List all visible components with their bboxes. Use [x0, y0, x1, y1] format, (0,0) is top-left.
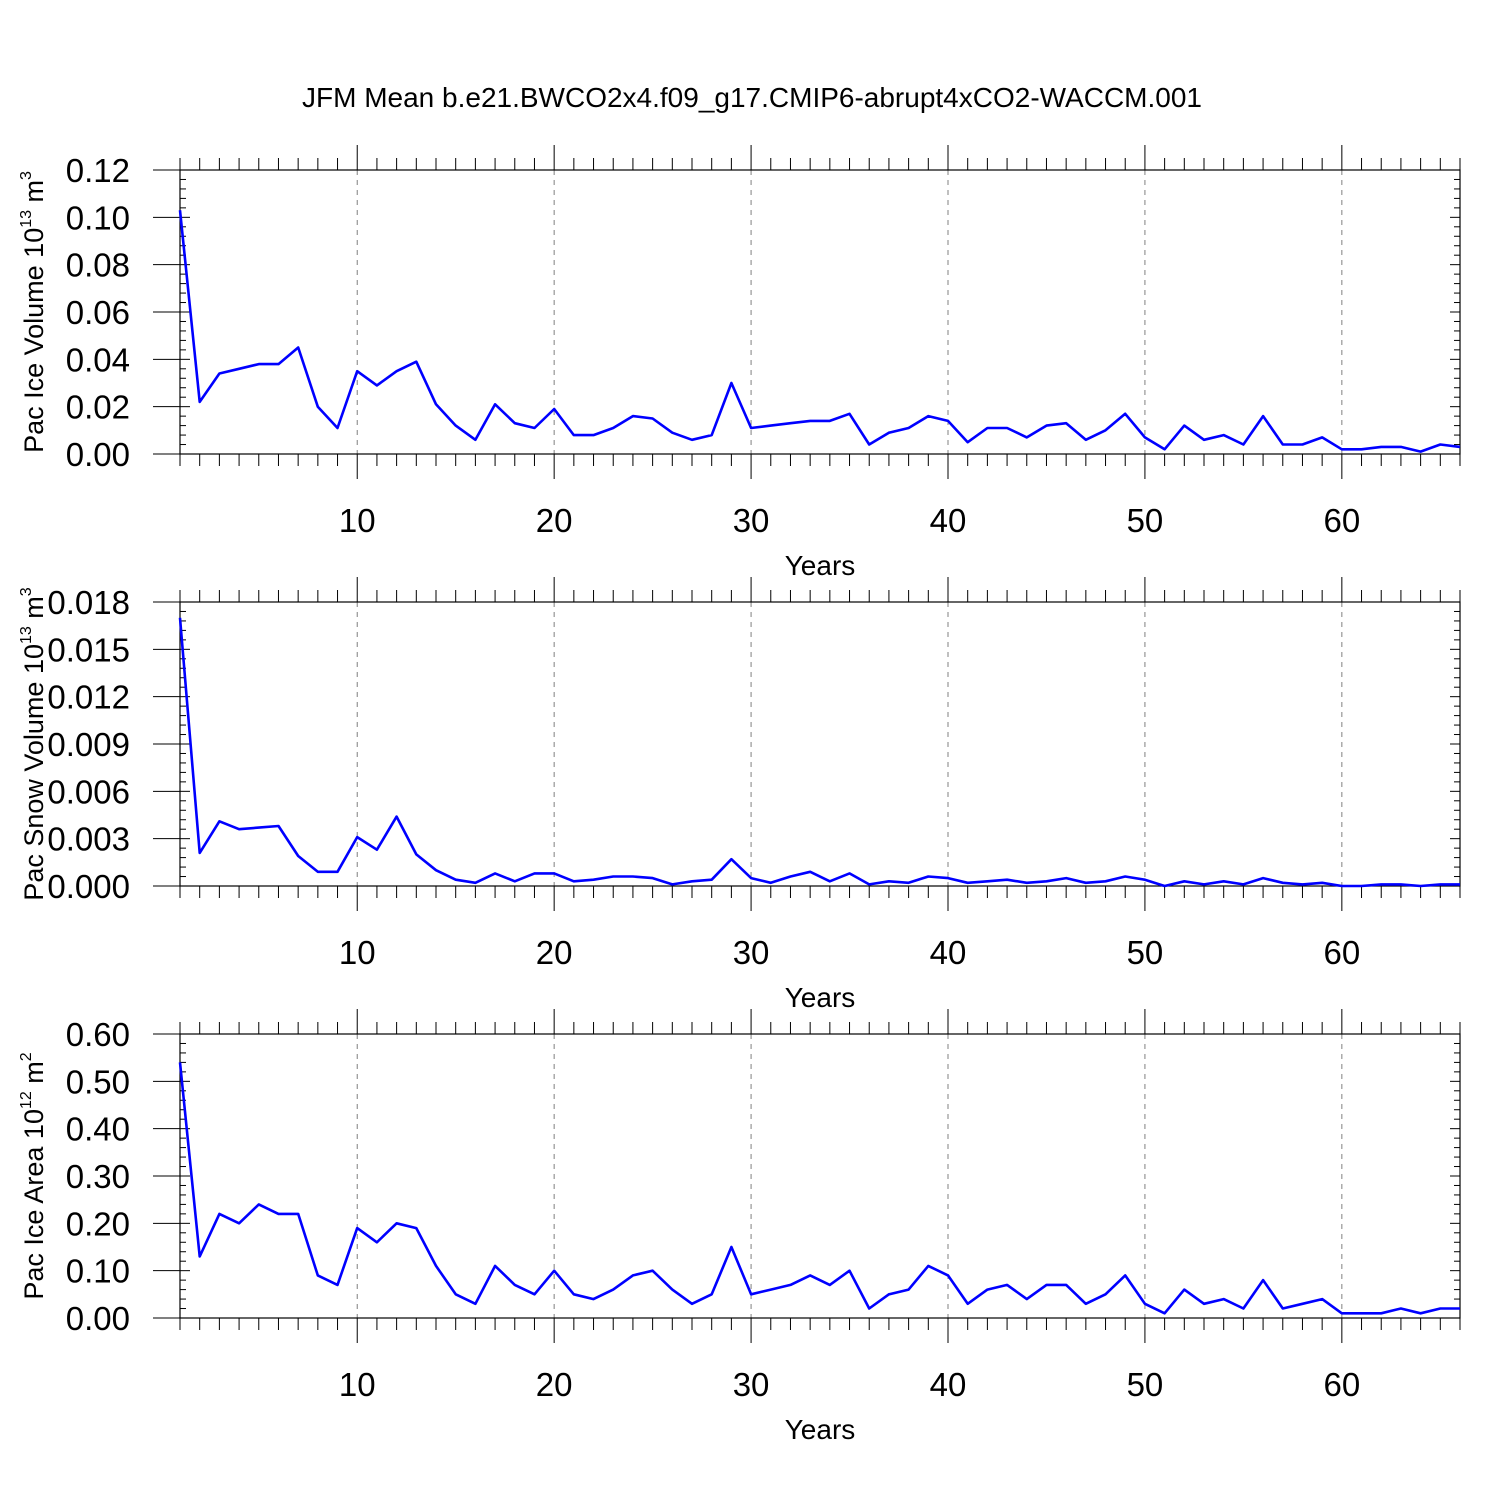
x-tick-label: 50 — [1127, 934, 1164, 971]
x-tick-label: 30 — [733, 1366, 770, 1403]
y-tick-label: 0.20 — [66, 1205, 130, 1242]
series-line — [178, 210, 1461, 453]
x-axis-label: Years — [785, 982, 856, 1013]
x-tick-label: 50 — [1127, 502, 1164, 539]
y-axis-label-superscript: 3 — [18, 171, 35, 180]
y-axis-label-superscript: 13 — [18, 626, 35, 644]
y-tick-label: 0.04 — [66, 341, 130, 378]
x-axis-label: Years — [785, 550, 856, 581]
y-tick-label: 0.30 — [66, 1158, 130, 1195]
y-axis-label-text: m — [19, 1061, 49, 1091]
y-tick-label: 0.018 — [47, 584, 130, 621]
y-tick-label: 0.60 — [66, 1016, 130, 1053]
y-tick-label: 0.015 — [47, 631, 130, 668]
y-tick-label: 0.08 — [66, 247, 130, 284]
y-axis-label-superscript: 3 — [18, 587, 35, 596]
x-tick-label: 60 — [1323, 502, 1360, 539]
x-tick-label: 20 — [536, 934, 573, 971]
x-tick-label: 10 — [339, 1366, 376, 1403]
x-tick-label: 20 — [536, 1366, 573, 1403]
y-tick-label: 0.50 — [66, 1063, 130, 1100]
x-tick-label: 20 — [536, 502, 573, 539]
x-tick-label: 50 — [1127, 1366, 1164, 1403]
y-axis-label-text: m — [19, 180, 49, 210]
y-axis-label-text: Pac Snow Volume 10 — [19, 644, 49, 901]
y-axis-label: Pac Ice Volume 1013 m3 — [18, 171, 49, 453]
chart-panel-3: 0.00 0.10 0.20 0.30 0.40 0.50 0.60 10 20 30 40 50 60… — [18, 1009, 1461, 1445]
plot-frame — [179, 1033, 1461, 1319]
y-axis-label-superscript: 13 — [18, 210, 35, 228]
y-tick-label: 0.012 — [47, 679, 130, 716]
x-tick-label: 60 — [1323, 934, 1360, 971]
x-tick-label: 30 — [733, 934, 770, 971]
y-axis-label: Pac Ice Area 1012 m2 — [18, 1052, 49, 1299]
chart-panels: 0.00 0.02 0.04 0.06 0.08 0.10 0.12 10 20 30 40 50 60… — [18, 145, 1461, 1445]
chart-panel-2: 0.000 0.003 0.006 0.009 0.012 0.015 0.018 10 20 3… — [18, 577, 1461, 1013]
y-tick-label: 0.06 — [66, 294, 130, 331]
x-tick-label: 40 — [930, 934, 967, 971]
y-tick-label: 0.00 — [66, 436, 130, 473]
series-line — [178, 1062, 1460, 1315]
x-tick-label: 40 — [930, 1366, 967, 1403]
x-tick-label: 40 — [930, 502, 967, 539]
chart-title: JFM Mean b.e21.BWCO2x4.f09_g17.CMIP6-abr… — [302, 82, 1202, 113]
y-tick-label: 0.003 — [47, 821, 130, 858]
x-tick-label: 10 — [339, 502, 376, 539]
chart-panel-1: 0.00 0.02 0.04 0.06 0.08 0.10 0.12 10 20 30 40 50 60… — [18, 145, 1461, 581]
y-tick-label: 0.10 — [66, 199, 130, 236]
x-tick-label: 60 — [1323, 1366, 1360, 1403]
y-tick-label: 0.12 — [66, 152, 130, 189]
y-axis-label-text: m — [19, 596, 49, 626]
series-line — [178, 617, 1460, 888]
plot-frame — [179, 601, 1461, 887]
plot-frame — [179, 169, 1461, 455]
y-tick-label: 0.40 — [66, 1111, 130, 1148]
y-axis-label-text: Pac Ice Area 10 — [19, 1109, 49, 1300]
y-axis-label-superscript: 2 — [18, 1052, 35, 1061]
y-tick-label: 0.006 — [47, 773, 130, 810]
y-tick-label: 0.00 — [66, 1300, 130, 1337]
y-tick-label: 0.009 — [47, 726, 130, 763]
y-tick-label: 0.000 — [47, 868, 130, 905]
x-tick-label: 10 — [339, 934, 376, 971]
y-axis-label-text: Pac Ice Volume 10 — [19, 228, 49, 453]
x-axis-label: Years — [785, 1414, 856, 1445]
y-tick-label: 0.02 — [66, 389, 130, 426]
x-tick-label: 30 — [733, 502, 770, 539]
y-axis-label-superscript: 12 — [18, 1091, 35, 1109]
y-axis-label: Pac Snow Volume 1013 m3 — [18, 587, 49, 900]
y-tick-label: 0.10 — [66, 1253, 130, 1290]
